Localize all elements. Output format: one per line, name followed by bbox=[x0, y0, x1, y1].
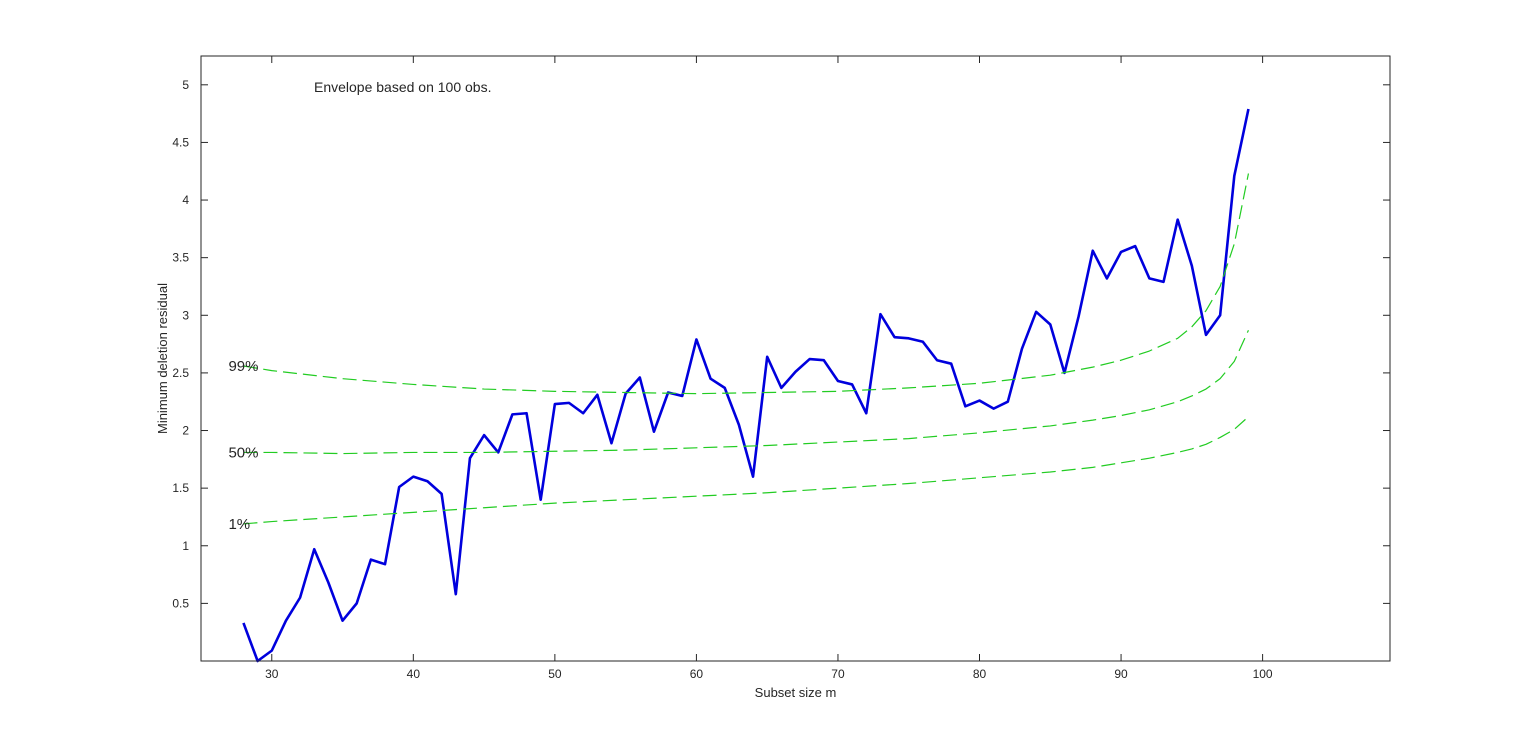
y-tick-label: 3.5 bbox=[172, 251, 189, 265]
annotation-text: Envelope based on 100 obs. bbox=[314, 79, 491, 95]
y-tick-label: 4.5 bbox=[172, 135, 189, 149]
x-axis-label: Subset size m bbox=[755, 685, 837, 700]
y-tick-label: 5 bbox=[182, 78, 189, 92]
x-tick-label: 100 bbox=[1253, 667, 1273, 681]
y-tick-label: 3 bbox=[182, 308, 189, 322]
x-tick-label: 70 bbox=[831, 667, 845, 681]
envelope-line bbox=[243, 173, 1250, 395]
axis-ticks: 30 40 50 60 70 80 90 100 0.5 1 1.5 2 2.5 3 3.5 4 4.5 5 bbox=[172, 56, 1390, 681]
x-tick-label: 60 bbox=[690, 667, 704, 681]
y-tick-label: 1.5 bbox=[172, 481, 189, 495]
y-tick-label: 2 bbox=[182, 424, 189, 438]
envelope-labels: 99% 50% 1% bbox=[228, 358, 258, 533]
y-axis-label: Minimum deletion residual bbox=[155, 283, 170, 434]
x-tick-label: 40 bbox=[407, 667, 421, 681]
y-tick-label: 0.5 bbox=[172, 596, 189, 610]
envelope-label: 50% bbox=[228, 444, 258, 461]
envelope-line bbox=[243, 330, 1249, 455]
x-tick-label: 90 bbox=[1114, 667, 1128, 681]
y-tick-label: 4 bbox=[182, 193, 189, 207]
y-tick-label: 1 bbox=[182, 539, 189, 553]
minimum-deletion-residual-line bbox=[242, 108, 1250, 663]
x-tick-label: 80 bbox=[973, 667, 987, 681]
y-tick-label: 2.5 bbox=[172, 366, 189, 380]
x-tick-label: 30 bbox=[265, 667, 279, 681]
x-tick-label: 50 bbox=[548, 667, 562, 681]
plot-lines bbox=[242, 108, 1250, 663]
envelope-label: 1% bbox=[228, 516, 250, 533]
plot-frame bbox=[200, 55, 1391, 662]
envelope-label: 99% bbox=[228, 358, 258, 375]
envelope-line bbox=[243, 416, 1249, 525]
